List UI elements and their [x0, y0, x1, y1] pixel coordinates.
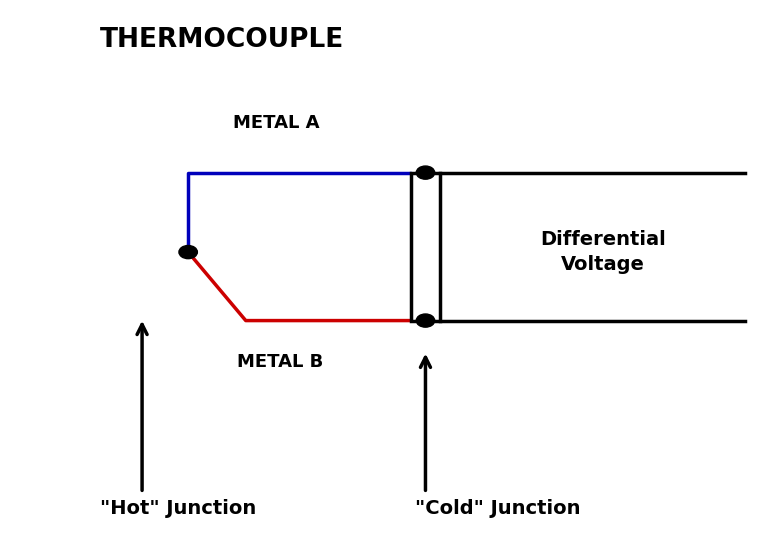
- Text: Differential
Voltage: Differential Voltage: [540, 230, 666, 274]
- Circle shape: [179, 246, 197, 259]
- Text: METAL B: METAL B: [237, 353, 323, 372]
- Text: "Hot" Junction: "Hot" Junction: [100, 499, 256, 518]
- Bar: [411, 173, 440, 321]
- Circle shape: [416, 314, 435, 327]
- Text: THERMOCOUPLE: THERMOCOUPLE: [100, 27, 344, 53]
- Text: "Cold" Junction: "Cold" Junction: [415, 499, 580, 518]
- Circle shape: [416, 166, 435, 179]
- Text: METAL A: METAL A: [233, 113, 319, 132]
